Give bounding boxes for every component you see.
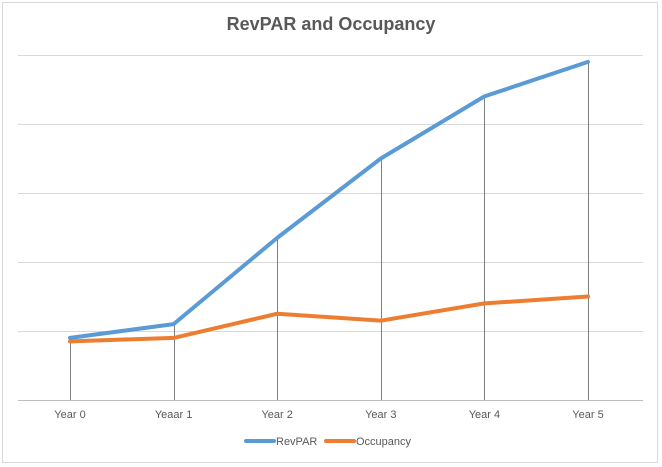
chart-title: RevPAR and Occupancy [226,14,436,34]
x-axis-tick-labels: Year 0 Yeaar 1 Year 2 Year 3 Year 4 Year 5 [54,409,603,421]
series-lines [68,59,590,344]
x-tick-label: Year 3 [365,409,396,421]
legend-label-revpar: RevPAR [276,436,317,448]
legend: RevPAR Occupancy [244,436,412,448]
x-tick-label: Year 4 [469,409,500,421]
x-tick-label: Yeaar 1 [155,409,193,421]
gridlines [18,55,643,401]
series-line-revpar [68,59,590,340]
x-tick-label: Year 0 [54,409,85,421]
drop-lines [70,61,589,400]
x-tick-label: Year 5 [572,409,603,421]
chart-area [2,2,658,463]
x-tick-label: Year 2 [261,409,292,421]
legend-label-occupancy: Occupancy [356,436,412,448]
series-line-occupancy [68,294,590,344]
